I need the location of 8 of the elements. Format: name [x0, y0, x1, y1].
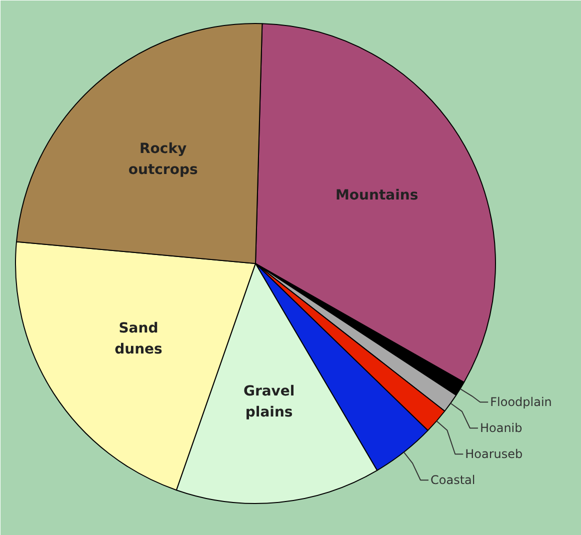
slice-label: Rocky outcrops: [128, 141, 198, 178]
slice-label: Floodplain: [490, 395, 552, 410]
slice-label: Sand dunes: [114, 320, 162, 358]
slice-label: Hoanib: [480, 421, 522, 436]
slice-label: Gravel plains: [243, 384, 295, 420]
slice-label: Coastal: [430, 473, 476, 488]
slice-label: Hoaruseb: [465, 447, 523, 462]
slice-label: Mountains: [335, 187, 418, 204]
